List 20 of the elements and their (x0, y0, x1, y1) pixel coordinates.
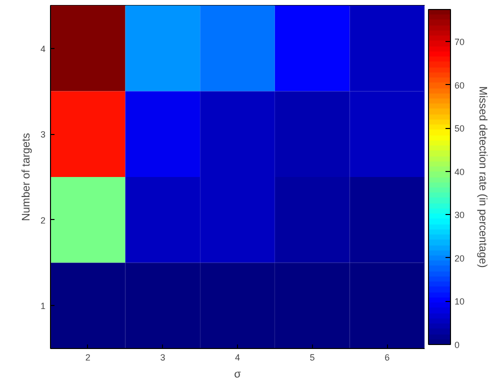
color-bar-label: 40 (454, 166, 465, 177)
y-tick-label: 4 (40, 44, 46, 54)
y-tick-label: 1 (40, 301, 46, 312)
y-tick-label: 3 (40, 130, 46, 140)
x-tick-label: 3 (160, 352, 166, 362)
color-bar-label: 10 (454, 296, 465, 307)
y-axis-title: Number of targets (20, 132, 32, 222)
color-bar-title: Missed detection rate (in percentage) (476, 86, 488, 268)
color-bar-label: 30 (454, 210, 465, 220)
x-tick-label: 2 (85, 352, 90, 362)
x-tick-label: 6 (384, 352, 390, 362)
x-tick-label: 5 (310, 352, 315, 362)
color-bar-label: 70 (454, 37, 465, 48)
x-tick-label: 4 (234, 352, 240, 362)
x-axis-title: σ (234, 368, 242, 380)
color-bar-label: 50 (454, 124, 465, 134)
color-bar-label: 20 (454, 253, 465, 264)
y-tick-label: 2 (40, 215, 46, 226)
color-bar-label: 0 (454, 340, 460, 350)
color-bar-label: 60 (454, 80, 465, 90)
